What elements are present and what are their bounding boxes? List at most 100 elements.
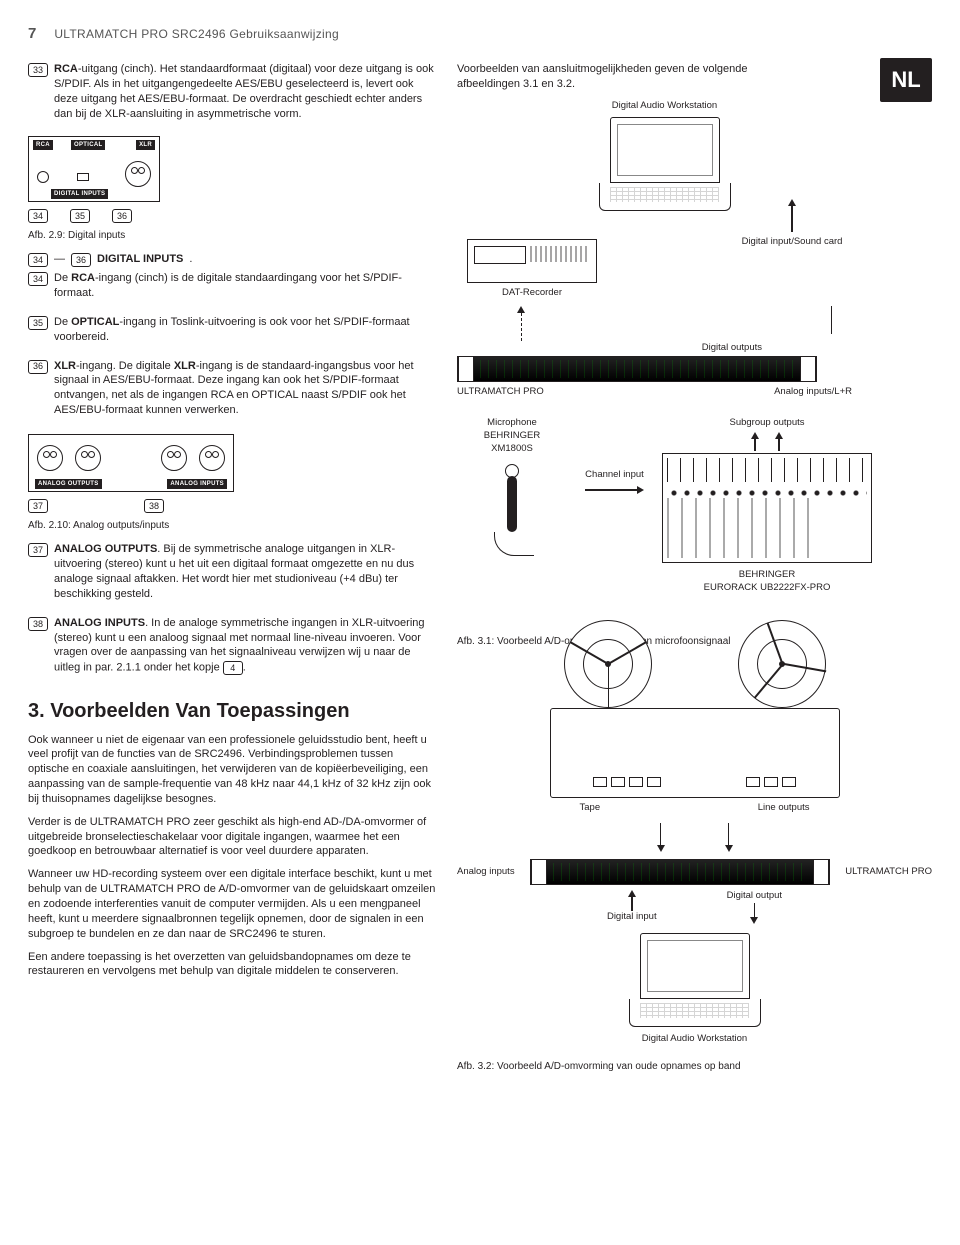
mixer-label-2: EURORACK UB2222FX-PRO: [704, 582, 831, 595]
arrow-icon: [750, 917, 758, 924]
callout-34b: 34: [28, 272, 48, 286]
right-column: NL Voorbeelden van aansluitmogelijkheden…: [457, 62, 932, 1083]
item-34-lead: RCA: [71, 272, 95, 284]
mixer-icon: [662, 453, 872, 563]
analog-panel: ANALOG OUTPUTS ANALOG INPUTS: [28, 434, 234, 492]
callout-35: 35: [70, 209, 90, 223]
item-34: 34 De RCA-ingang (cinch) is de digitale …: [28, 271, 437, 309]
connector-line: [791, 206, 793, 232]
analog-in-label: Analog inputs/L+R: [774, 386, 872, 399]
item-36-text: XLR-ingang. De digitale XLR-ingang is de…: [54, 359, 437, 418]
mixer-label-1: BEHRINGER: [739, 569, 795, 582]
channel-input-label: Channel input: [585, 469, 644, 482]
callout-35b: 35: [28, 316, 48, 330]
fig-3-2-caption: Afb. 3.2: Voorbeeld A/D-omvorming van ou…: [457, 1060, 741, 1074]
connector-line: [778, 439, 780, 451]
connector-line: [521, 313, 522, 341]
doc-title: ULTRAMATCH PRO SRC2496 Gebruiksaanwijzin…: [54, 26, 339, 42]
fig-2-10-caption: Afb. 2.10: Analog outputs/inputs: [28, 519, 437, 533]
item-34-text: De RCA-ingang (cinch) is de digitale sta…: [54, 271, 437, 301]
mic-label-1: Microphone: [487, 417, 537, 430]
label-rca: RCA: [33, 140, 53, 150]
item-33-text: RCA-uitgang (cinch). Het standaardformaa…: [54, 62, 437, 121]
ref-4: 4: [223, 661, 243, 675]
item-37-title: ANALOG OUTPUTS: [54, 543, 157, 555]
daw-label-bottom: Digital Audio Workstation: [457, 1033, 932, 1046]
item-36: 36 XLR-ingang. De digitale XLR-ingang is…: [28, 359, 437, 426]
sec3-p3: Wanneer uw HD-recording systeem over een…: [28, 867, 437, 941]
range-to: 36: [71, 253, 91, 267]
item-36-lead: XLR: [54, 360, 76, 372]
line-out-label: Line outputs: [758, 802, 810, 815]
subgroup-label: Subgroup outputs: [729, 417, 804, 430]
tape-icon: [550, 666, 840, 798]
connector-line: [728, 823, 730, 845]
arrow-icon: [628, 890, 636, 897]
callout-36b: 36: [28, 360, 48, 374]
sec3-p2: Verder is de ULTRAMATCH PRO zeer geschik…: [28, 815, 437, 860]
arrow-icon: [657, 845, 665, 852]
soundcard-label: Digital input/Sound card: [742, 236, 843, 249]
item-38-title: ANALOG INPUTS: [54, 617, 145, 629]
item-35-text: De OPTICAL-ingang in Toslink-uitvoering …: [54, 315, 437, 345]
item-33: 33 RCA-uitgang (cinch). Het standaardfor…: [28, 62, 437, 129]
figure-3-1: DAT-Recorder Digital input/Sound card Di…: [457, 239, 932, 648]
range-dash: —: [54, 252, 65, 267]
ultramatch-rack-icon: [457, 356, 817, 382]
arrow-icon: [775, 432, 783, 439]
callout-36: 36: [112, 209, 132, 223]
page-header: 7 ULTRAMATCH PRO SRC2496 Gebruiksaanwijz…: [28, 24, 932, 44]
item-35-lead: OPTICAL: [71, 316, 119, 328]
ultramatch-label-2: ULTRAMATCH PRO: [845, 866, 932, 879]
arrow-icon: [725, 845, 733, 852]
label-analog-in: ANALOG INPUTS: [167, 479, 227, 489]
callout-34: 34: [28, 209, 48, 223]
callout-38b: 38: [28, 617, 48, 631]
label-optical: OPTICAL: [71, 140, 105, 150]
item-33-body: -uitgang (cinch). Het standaardformaat (…: [54, 63, 434, 120]
sec3-p4: Een andere toepassing is het overzetten …: [28, 950, 437, 980]
item-38: 38 ANALOG INPUTS. In de analoge symmetri…: [28, 616, 437, 684]
item-37-text: ANALOG OUTPUTS. Bij de symmetrische anal…: [54, 542, 437, 601]
dig-out-label: Digital output: [727, 890, 782, 903]
item-37: 37 ANALOG OUTPUTS. Bij de symmetrische a…: [28, 542, 437, 609]
label-xlr: XLR: [136, 140, 155, 150]
connector-line: [660, 823, 662, 845]
xlr-in-l-icon: [199, 445, 225, 471]
right-intro: Voorbeelden van aansluitmogelijkheden ge…: [457, 62, 777, 92]
callout-33: 33: [28, 63, 48, 77]
dat-label: DAT-Recorder: [502, 287, 562, 300]
connector-line: [754, 903, 756, 917]
callout-37b: 37: [28, 543, 48, 557]
item-35: 35 De OPTICAL-ingang in Toslink-uitvoeri…: [28, 315, 437, 353]
optical-port-icon: [77, 173, 89, 181]
xlr-port-icon: [125, 161, 151, 187]
analog-in-label-2: Analog inputs: [457, 866, 515, 879]
xlr-out-r-icon: [37, 445, 63, 471]
digital-inputs-title: DIGITAL INPUTS: [97, 252, 183, 267]
microphone-icon: [490, 464, 534, 556]
connector-line: [831, 306, 833, 334]
arrow-icon: [788, 199, 796, 206]
fig-2-9-caption: Afb. 2.9: Digital inputs: [28, 229, 437, 243]
dat-recorder-icon: [467, 239, 597, 283]
analog-callouts: 37 38: [28, 498, 437, 513]
xlr-in-r-icon: [161, 445, 187, 471]
item-36-lead2: XLR: [174, 360, 196, 372]
rca-port-icon: [37, 171, 49, 183]
item-38-text: ANALOG INPUTS. In de analoge symmetrisch…: [54, 616, 437, 676]
digital-inputs-callouts: 34 35 36: [28, 208, 437, 223]
section-3-heading: 3. Voorbeelden Van Toepassingen: [28, 698, 437, 725]
sec3-p1: Ook wanneer u niet de eigenaar van een p…: [28, 733, 437, 807]
dig-in-label: Digital input: [607, 911, 657, 924]
arrow-icon: [637, 486, 644, 494]
xlr-out-l-icon: [75, 445, 101, 471]
laptop-icon: [610, 117, 720, 211]
tape-label: Tape: [580, 802, 601, 815]
daw-label-top: Digital Audio Workstation: [457, 100, 932, 113]
callout-38: 38: [144, 499, 164, 513]
range-from: 34: [28, 253, 48, 267]
figure-3-2: Tape Line outputs Analog inputs ULTRAMAT…: [457, 666, 932, 1083]
laptop-icon-2: [640, 933, 750, 1027]
item-38-body-b: .: [243, 662, 246, 674]
